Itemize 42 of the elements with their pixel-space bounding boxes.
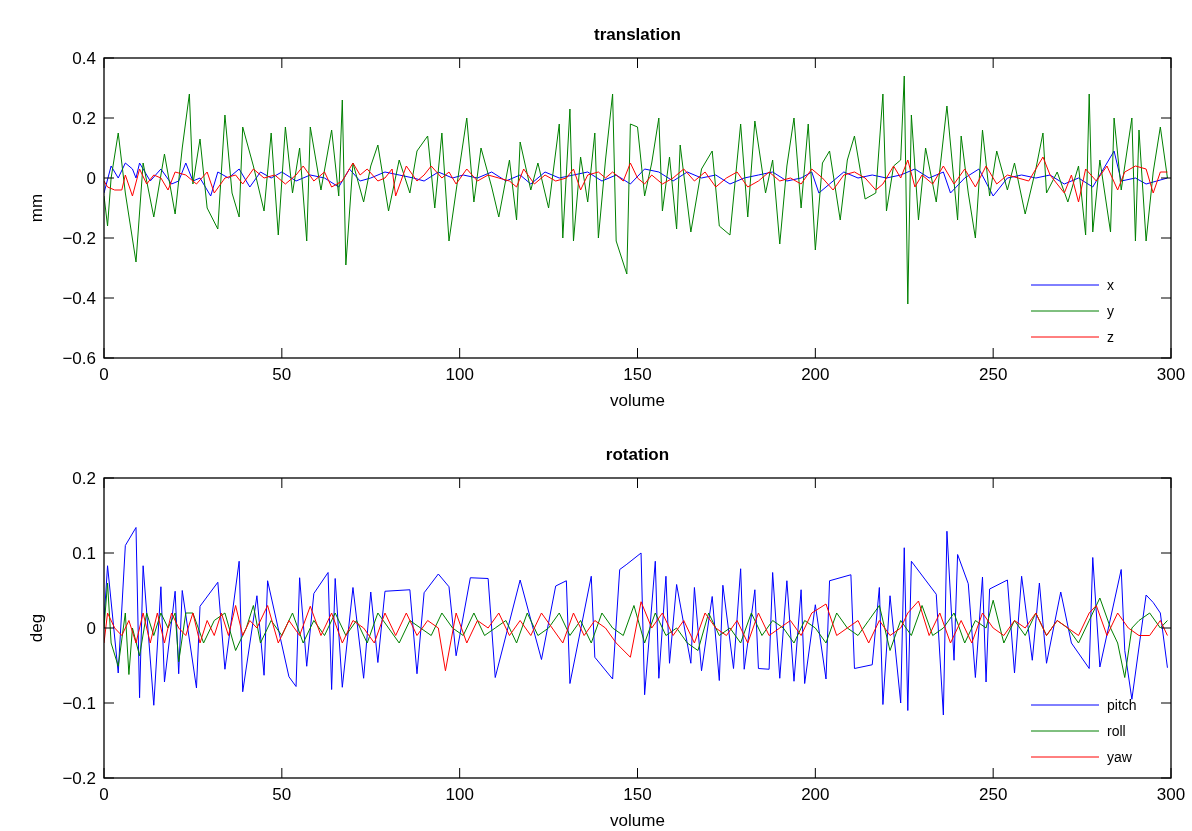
y-axis-title: mm bbox=[27, 193, 46, 223]
x-tick-label: 150 bbox=[623, 365, 652, 384]
legend-label: x bbox=[1107, 277, 1114, 293]
legend-label: pitch bbox=[1107, 697, 1137, 713]
line-series bbox=[104, 156, 1168, 203]
y-tick-label: −0.6 bbox=[62, 349, 96, 368]
x-tick-label: 50 bbox=[272, 785, 292, 804]
x-tick-label: 150 bbox=[623, 785, 652, 804]
y-tick-label: −0.2 bbox=[62, 229, 96, 248]
line-series bbox=[104, 600, 1168, 672]
y-axis-title: deg bbox=[27, 613, 46, 643]
x-tick-label: 0 bbox=[99, 365, 109, 384]
legend-label: roll bbox=[1107, 723, 1126, 739]
x-tick-label: 300 bbox=[1156, 785, 1186, 804]
line-series bbox=[104, 527, 1168, 716]
chart-title: translation bbox=[594, 25, 681, 44]
x-tick-label: 200 bbox=[801, 785, 830, 804]
y-tick-label: 0.2 bbox=[72, 109, 96, 128]
legend-label: z bbox=[1107, 329, 1114, 345]
y-tick-label: 0.4 bbox=[72, 49, 96, 68]
x-tick-label: 100 bbox=[445, 365, 474, 384]
x-tick-label: 0 bbox=[99, 785, 109, 804]
y-tick-label: 0 bbox=[86, 619, 96, 638]
x-axis-title: volume bbox=[610, 391, 665, 410]
x-tick-label: 50 bbox=[272, 365, 292, 384]
x-tick-label: 250 bbox=[978, 365, 1008, 384]
y-tick-label: −0.1 bbox=[62, 694, 96, 713]
legend-label: yaw bbox=[1107, 749, 1133, 765]
line-series bbox=[104, 582, 1168, 678]
x-axis-title: volume bbox=[610, 811, 665, 830]
x-tick-label: 200 bbox=[801, 365, 830, 384]
x-tick-label: 300 bbox=[1156, 365, 1186, 384]
x-tick-label: 250 bbox=[978, 785, 1008, 804]
line-series bbox=[104, 75, 1168, 305]
x-tick-label: 100 bbox=[445, 785, 474, 804]
y-tick-label: 0.2 bbox=[72, 469, 96, 488]
legend-label: y bbox=[1107, 303, 1114, 319]
y-tick-label: 0.1 bbox=[72, 544, 96, 563]
y-tick-label: 0 bbox=[86, 169, 96, 188]
y-tick-label: −0.4 bbox=[62, 289, 96, 308]
chart-title: rotation bbox=[605, 445, 670, 464]
y-tick-label: −0.2 bbox=[62, 769, 96, 788]
